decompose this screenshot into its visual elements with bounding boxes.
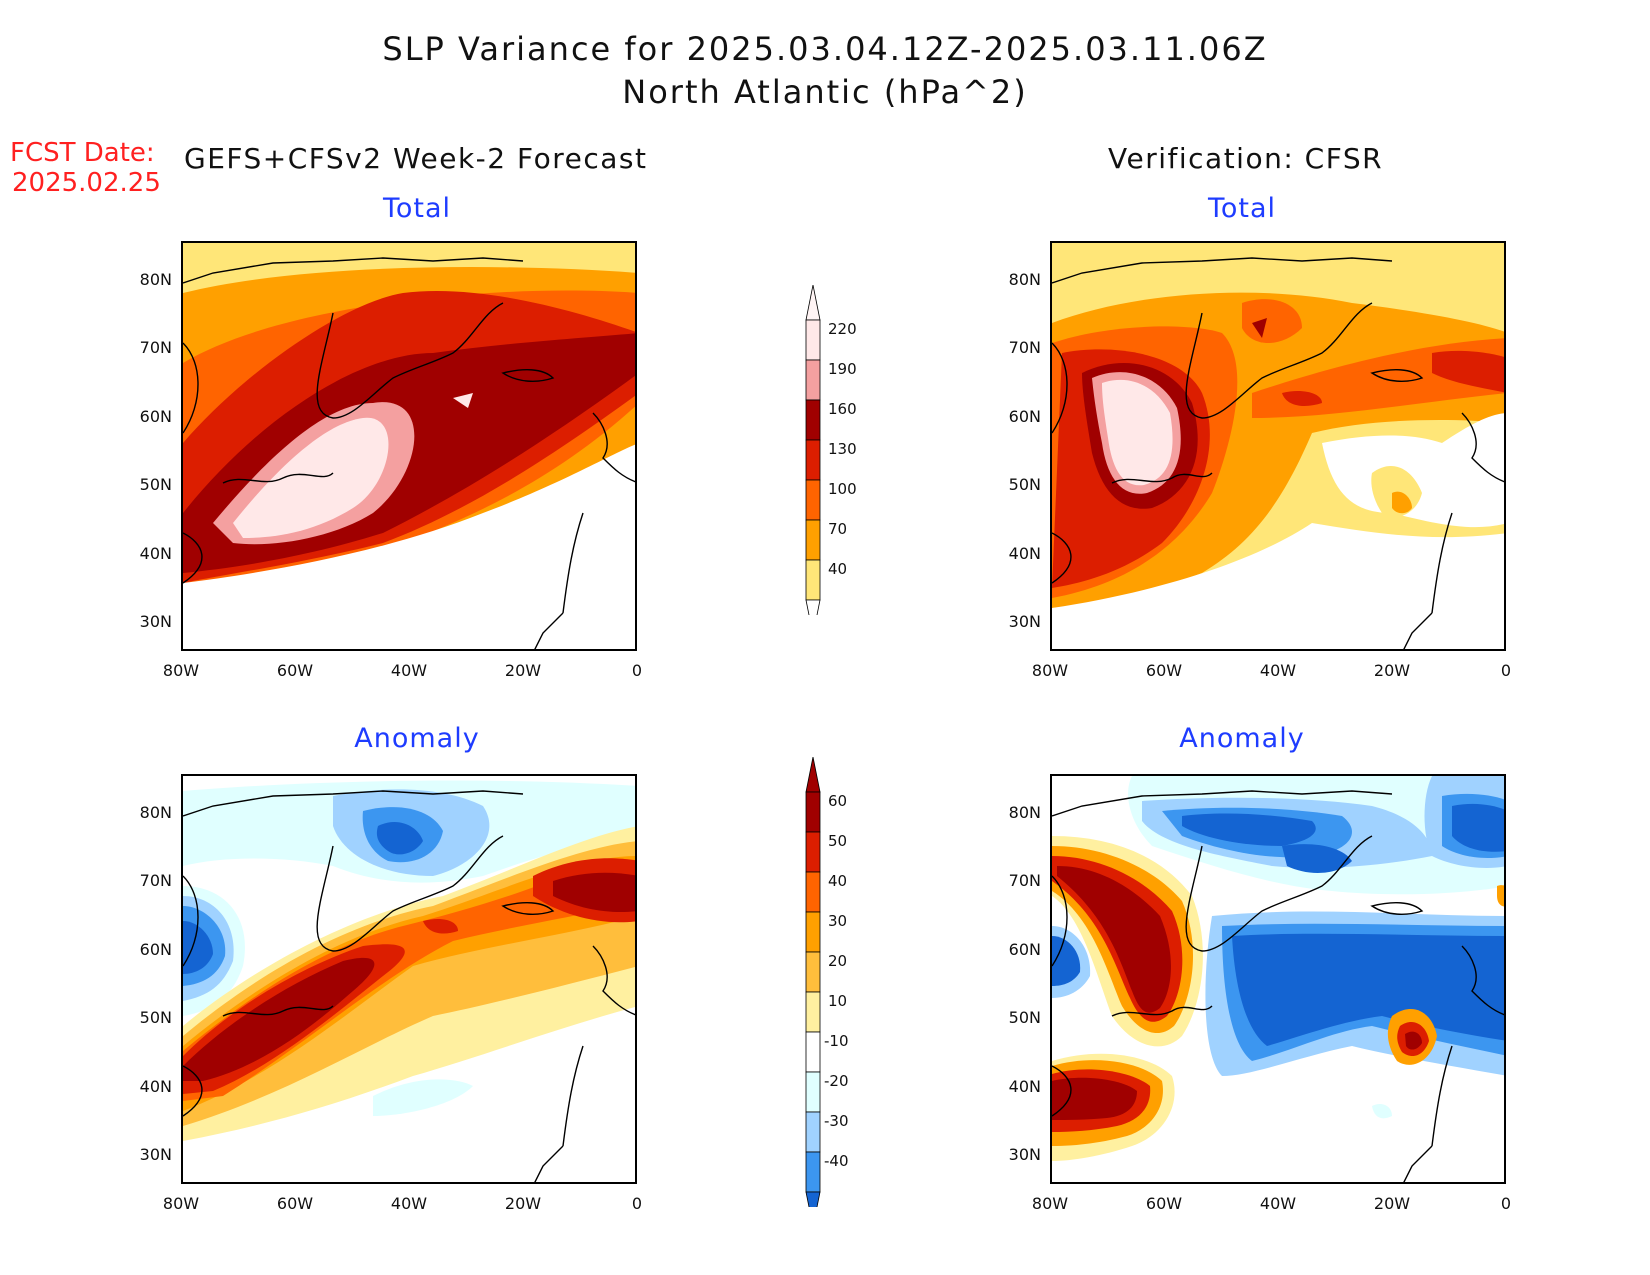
verification-anomaly-map — [1050, 774, 1506, 1184]
lat-label: 60N — [139, 940, 172, 959]
colorbar-arrow-bottom — [805, 1191, 821, 1228]
verification-heading: Verification: CFSR — [1108, 142, 1384, 175]
lon-label: 0 — [1500, 661, 1512, 680]
colorbar-swatch — [805, 439, 821, 481]
colorbar-label: 60 — [828, 792, 848, 810]
verification-total-title: Total — [1207, 193, 1277, 224]
lon-label: 60W — [276, 661, 314, 680]
colorbar-label: 220 — [828, 320, 857, 338]
colorbar-label: 70 — [828, 520, 848, 538]
colorbar-swatch — [805, 559, 821, 601]
lat-label: 60N — [1008, 407, 1041, 426]
lon-label: 20W — [1373, 1194, 1411, 1213]
lat-label: 70N — [1008, 338, 1041, 357]
colorbar-label: 20 — [828, 952, 848, 970]
forecast-anomaly-map — [181, 774, 637, 1184]
colorbar-swatch — [805, 831, 821, 873]
colorbar-swatch — [805, 951, 821, 993]
colorbar-swatch — [805, 1071, 821, 1113]
lon-label: 80W — [1031, 661, 1069, 680]
lat-label: 40N — [139, 544, 172, 563]
main-title: SLP Variance for 2025.03.04.12Z-2025.03.… — [382, 30, 1268, 68]
lat-label: 30N — [1008, 1145, 1041, 1164]
lat-label: 60N — [1008, 940, 1041, 959]
lon-label: 80W — [1031, 1194, 1069, 1213]
colorbar-swatch — [805, 319, 821, 361]
lat-label: 30N — [139, 1145, 172, 1164]
lat-label: 40N — [139, 1077, 172, 1096]
colorbar-label: 30 — [828, 912, 848, 930]
colorbar-swatch — [805, 1031, 821, 1073]
colorbar-swatch — [805, 1111, 821, 1153]
colorbar-arrow-top — [805, 284, 821, 321]
lon-label: 20W — [504, 661, 542, 680]
colorbar-label: 100 — [828, 480, 857, 498]
colorbar-label: 40 — [828, 560, 848, 578]
lon-label: 40W — [1259, 661, 1297, 680]
lon-label: 20W — [1373, 661, 1411, 680]
forecast-heading: GEFS+CFSv2 Week-2 Forecast — [184, 142, 648, 175]
lat-label: 70N — [139, 338, 172, 357]
lon-label: 60W — [1145, 1194, 1183, 1213]
verification-anomaly-title: Anomaly — [1179, 723, 1305, 754]
lon-label: 80W — [162, 1194, 200, 1213]
colorbar-label: 50 — [828, 832, 848, 850]
colorbar-label: 130 — [828, 440, 857, 458]
lat-label: 50N — [139, 475, 172, 494]
colorbar-label: -10 — [824, 1032, 849, 1050]
lat-label: 30N — [1008, 612, 1041, 631]
colorbar-label: 160 — [828, 400, 857, 418]
lat-label: 50N — [139, 1008, 172, 1027]
lat-label: 80N — [1008, 803, 1041, 822]
fcst-date-label: FCST Date: — [10, 138, 155, 168]
lat-label: 30N — [139, 612, 172, 631]
fcst-date-value: 2025.02.25 — [12, 168, 161, 198]
lon-label: 0 — [631, 661, 643, 680]
lat-label: 80N — [139, 803, 172, 822]
verification-total-map — [1050, 241, 1506, 651]
colorbar-label: -40 — [824, 1152, 849, 1170]
colorbar-label: -20 — [824, 1072, 849, 1090]
lon-label: 40W — [390, 661, 428, 680]
lon-label: 60W — [276, 1194, 314, 1213]
colorbar-swatch — [805, 359, 821, 401]
main-subtitle: North Atlantic (hPa^2) — [622, 73, 1028, 111]
lon-label: 40W — [390, 1194, 428, 1213]
anomaly-colorbar-swatches — [805, 756, 821, 1228]
lat-label: 70N — [139, 871, 172, 890]
lon-label: 20W — [504, 1194, 542, 1213]
colorbar-swatch — [805, 791, 821, 833]
lon-label: 0 — [1500, 1194, 1512, 1213]
lon-label: 0 — [631, 1194, 643, 1213]
colorbar-swatch — [805, 1151, 821, 1193]
lon-label: 60W — [1145, 661, 1183, 680]
anomaly-colorbar — [800, 756, 840, 1228]
colorbar-swatch — [805, 479, 821, 521]
colorbar-swatch — [805, 991, 821, 1033]
lat-label: 80N — [1008, 270, 1041, 289]
forecast-anomaly-title: Anomaly — [354, 723, 480, 754]
forecast-total-map — [181, 241, 637, 651]
lat-label: 70N — [1008, 871, 1041, 890]
forecast-total-title: Total — [382, 193, 452, 224]
colorbar-label: 190 — [828, 360, 857, 378]
lat-label: 60N — [139, 407, 172, 426]
colorbar-arrow-top — [805, 756, 821, 793]
lat-label: 80N — [139, 270, 172, 289]
lon-label: 80W — [162, 661, 200, 680]
lat-label: 40N — [1008, 544, 1041, 563]
lat-label: 40N — [1008, 1077, 1041, 1096]
colorbar-swatch — [805, 871, 821, 913]
colorbar-arrow-bottom — [805, 599, 821, 636]
lon-label: 40W — [1259, 1194, 1297, 1213]
colorbar-swatch — [805, 911, 821, 953]
colorbar-label: 40 — [828, 872, 848, 890]
lat-label: 50N — [1008, 1008, 1041, 1027]
colorbar-swatch — [805, 399, 821, 441]
colorbar-swatch — [805, 519, 821, 561]
lat-label: 50N — [1008, 475, 1041, 494]
colorbar-label: 10 — [828, 992, 848, 1010]
colorbar-label: -30 — [824, 1112, 849, 1130]
